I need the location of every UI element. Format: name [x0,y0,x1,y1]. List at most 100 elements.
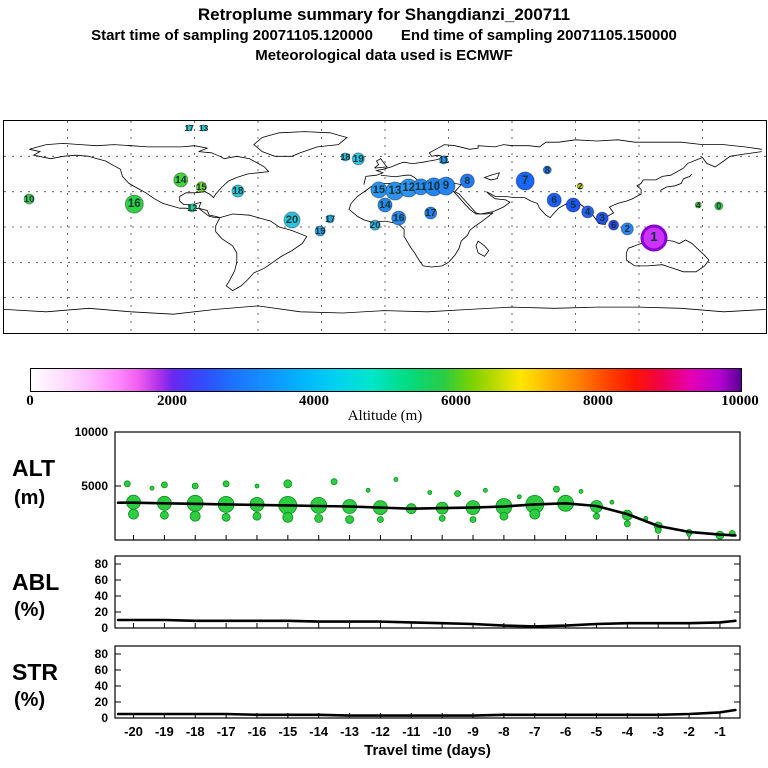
coastline [29,142,270,218]
series-line-alt [116,501,737,537]
map-marker [369,219,381,231]
map-marker [187,203,197,213]
y-tick-label: 10000 [75,425,109,439]
map-marker-label: 17 [325,214,335,224]
map-marker-label: 15 [373,184,385,196]
map-marker-label: 18 [340,152,350,162]
x-tick-label: -2 [683,724,695,739]
map-marker-label: 7 [522,175,528,187]
figure-sampling-times: Start time of sampling 20071105.120000 En… [0,27,768,44]
x-tick-label: -13 [340,724,359,739]
colorbar-tick-label: 4000 [299,393,329,409]
map-marker [542,165,552,175]
map-marker-label: 14 [175,174,187,186]
map-marker-label: 6 [611,220,616,231]
map-marker [340,152,350,162]
scatter-point [469,516,477,523]
scatter-point [189,510,201,522]
map-marker [565,197,581,213]
y-tick-label: 80 [95,557,109,571]
map-marker [436,176,456,196]
y-tick-label: 20 [95,695,109,709]
y-tick-label: 80 [95,647,109,661]
map-marker [581,205,595,219]
map-marker-label: 20 [286,214,298,226]
x-tick-label: -8 [498,724,510,739]
map-marker-label: 8 [545,165,550,175]
panel-label-abl: ABL [12,569,59,595]
panel-label-alt: ALT [12,455,55,481]
y-tick-label: 5000 [81,479,108,493]
scatter-point [252,511,262,521]
coastline [348,183,494,268]
y-tick-label: 40 [95,589,109,603]
map-marker [439,155,449,165]
map-marker [459,173,475,189]
map-marker-label: 11 [415,181,427,193]
coastline [660,173,693,191]
x-tick-label: -6 [560,724,572,739]
scatter-point [282,511,294,523]
x-tick-label: -15 [278,724,297,739]
map-marker-label: 12 [402,182,415,194]
x-tick-label: -14 [309,724,329,739]
map-marker-label: 13 [389,185,402,197]
map-marker-label: 11 [439,155,449,165]
scatter-point [553,485,560,493]
map-marker-label: 13 [199,123,209,133]
scatter-point [654,526,662,534]
coastline [253,131,348,157]
x-tick-label: -11 [402,724,420,739]
coastline [625,239,710,273]
map-marker-label: 16 [128,198,141,210]
y-tick-label: 0 [101,621,108,635]
start-time-text: Start time of sampling 20071105.120000 [91,27,373,44]
map-marker-label: 1 [650,229,657,244]
scatter-point [222,480,230,488]
coastline [475,240,490,257]
map-marker-label: 4 [696,200,701,210]
map-marker [640,224,668,252]
scatter-point [221,512,231,522]
scatter-point [283,479,293,489]
y-tick-label: 0 [101,711,108,725]
scatter-point [191,482,199,490]
scatter-point [314,514,324,523]
map-marker [124,194,144,214]
scatter-point [593,512,600,520]
map-marker [595,211,609,225]
scatter-point [623,520,631,528]
colorbar-tick-label: 6000 [441,393,471,409]
x-tick-label: -17 [217,724,236,739]
map-marker [173,172,189,188]
map-marker [424,206,438,220]
map-marker-label: 19 [315,226,326,237]
map-marker [546,192,562,208]
x-tick-label: -9 [467,724,479,739]
map-marker-label: 8 [464,175,470,187]
x-tick-label: -16 [248,724,267,739]
map-marker-label: 10 [427,181,440,193]
series-line-str [116,708,737,717]
scatter-point [438,515,446,522]
x-tick-label: -7 [529,724,541,739]
scatter-point [254,483,260,489]
end-time-text: End time of sampling 20071105.150000 [400,27,677,44]
x-tick-label: -3 [652,724,664,739]
y-tick-label: 20 [95,605,109,619]
map-marker-label: 5 [570,199,576,211]
map-marker-label: 3 [599,213,605,224]
coastline [374,158,388,169]
x-tick-label: -18 [186,724,205,739]
x-tick-label: -20 [124,724,143,739]
figure-title: Retroplume summary for Shangdianzi_20071… [197,5,571,24]
map-marker [185,124,193,132]
panel-box-abl [114,555,741,629]
scatter-point [330,478,338,486]
x-tick-label: -1 [714,724,726,739]
scatter-point [123,480,131,488]
colorbar-tick-label: 8000 [583,393,613,409]
map-marker [608,219,620,231]
